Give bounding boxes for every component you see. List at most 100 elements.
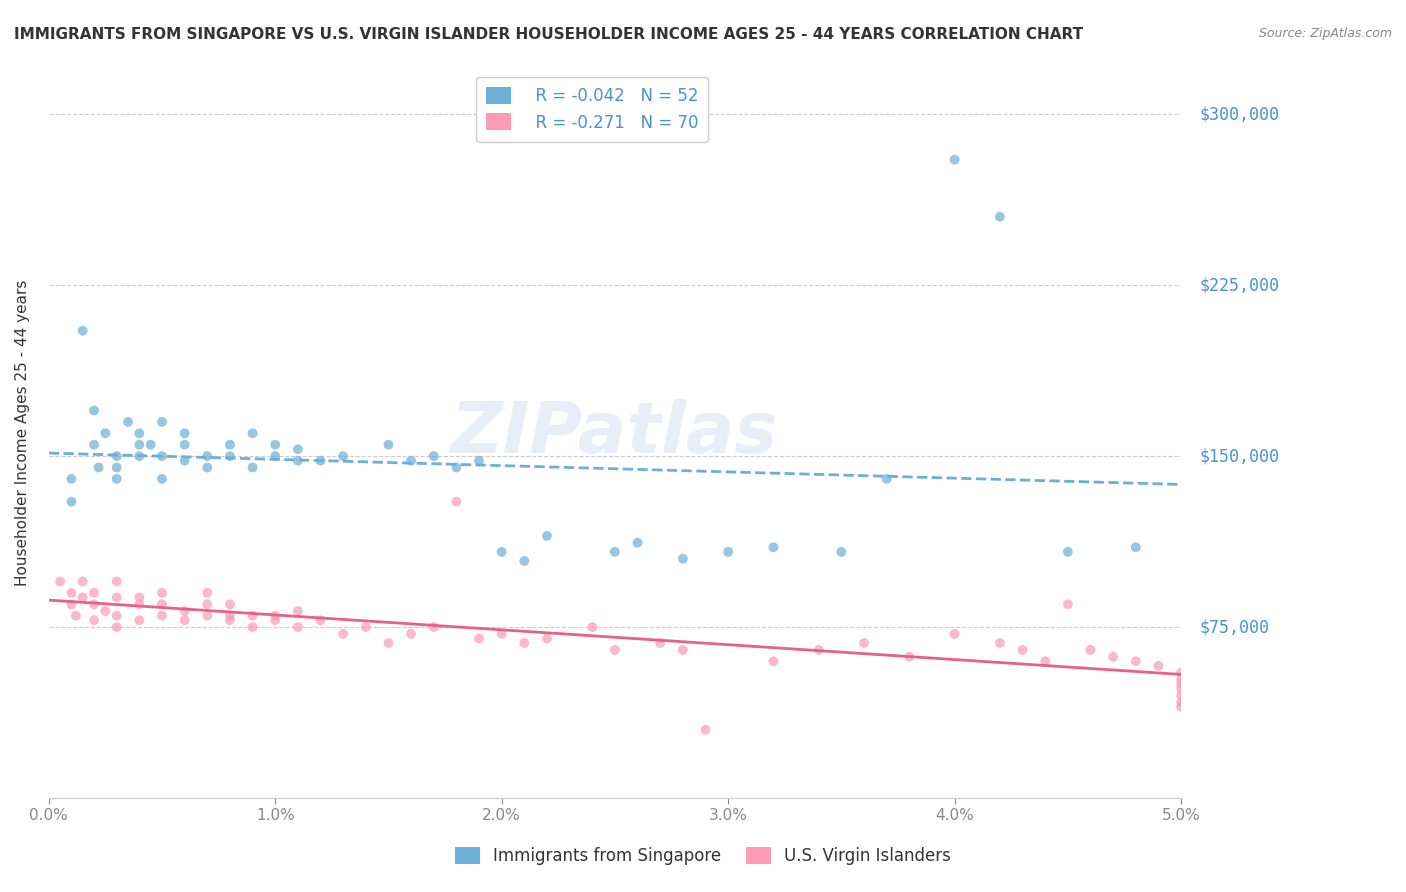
Point: [988, 636, 1011, 650]
Point: [422, 620, 444, 634]
Point: [83, 586, 105, 600]
Point: [105, 472, 128, 486]
Point: [876, 472, 898, 486]
Point: [513, 636, 536, 650]
Point: [988, 210, 1011, 224]
Point: [173, 426, 195, 441]
Point: [264, 438, 287, 452]
Point: [264, 608, 287, 623]
Point: [762, 654, 785, 668]
Point: [60, 597, 83, 611]
Legend:   R = -0.042   N = 52,   R = -0.271   N = 70: R = -0.042 N = 52, R = -0.271 N = 70: [477, 77, 709, 142]
Point: [354, 620, 377, 634]
Point: [377, 438, 399, 452]
Point: [264, 613, 287, 627]
Point: [287, 604, 309, 618]
Point: [150, 586, 173, 600]
Point: [603, 545, 626, 559]
Point: [219, 597, 242, 611]
Point: [60, 472, 83, 486]
Point: [898, 649, 921, 664]
Point: [83, 403, 105, 417]
Point: [1170, 673, 1192, 687]
Point: [1125, 654, 1147, 668]
Point: [219, 613, 242, 627]
Point: [672, 551, 695, 566]
Point: [128, 613, 150, 627]
Point: [195, 460, 218, 475]
Point: [150, 597, 173, 611]
Point: [762, 541, 785, 555]
Point: [94, 604, 117, 618]
Point: [536, 529, 558, 543]
Point: [105, 574, 128, 589]
Point: [242, 608, 264, 623]
Point: [536, 632, 558, 646]
Point: [650, 636, 672, 650]
Point: [1056, 597, 1078, 611]
Point: [943, 153, 966, 167]
Point: [83, 613, 105, 627]
Point: [83, 438, 105, 452]
Point: [219, 608, 242, 623]
Point: [72, 324, 94, 338]
Point: [695, 723, 717, 737]
Point: [49, 574, 72, 589]
Point: [468, 632, 491, 646]
Point: [60, 586, 83, 600]
Point: [173, 613, 195, 627]
Point: [128, 438, 150, 452]
Point: [150, 415, 173, 429]
Point: [1033, 654, 1056, 668]
Point: [195, 597, 218, 611]
Text: IMMIGRANTS FROM SINGAPORE VS U.S. VIRGIN ISLANDER HOUSEHOLDER INCOME AGES 25 - 4: IMMIGRANTS FROM SINGAPORE VS U.S. VIRGIN…: [14, 27, 1083, 42]
Point: [242, 426, 264, 441]
Point: [1125, 541, 1147, 555]
Point: [195, 608, 218, 623]
Point: [117, 415, 139, 429]
Point: [332, 627, 354, 641]
Point: [422, 449, 444, 463]
Point: [672, 643, 695, 657]
Point: [830, 545, 852, 559]
Point: [150, 449, 173, 463]
Point: [128, 597, 150, 611]
Point: [1056, 545, 1078, 559]
Point: [242, 620, 264, 634]
Point: [128, 426, 150, 441]
Point: [446, 460, 468, 475]
Point: [377, 636, 399, 650]
Point: [105, 620, 128, 634]
Point: [491, 627, 513, 641]
Text: $75,000: $75,000: [1199, 618, 1270, 636]
Point: [195, 449, 218, 463]
Point: [1011, 643, 1033, 657]
Y-axis label: Householder Income Ages 25 - 44 years: Householder Income Ages 25 - 44 years: [15, 280, 30, 586]
Point: [446, 494, 468, 508]
Point: [717, 545, 740, 559]
Point: [287, 453, 309, 467]
Point: [603, 643, 626, 657]
Point: [72, 591, 94, 605]
Point: [468, 453, 491, 467]
Point: [309, 613, 332, 627]
Point: [287, 442, 309, 457]
Point: [513, 554, 536, 568]
Point: [195, 586, 218, 600]
Text: $300,000: $300,000: [1199, 105, 1279, 123]
Point: [1170, 665, 1192, 680]
Point: [60, 494, 83, 508]
Point: [943, 627, 966, 641]
Point: [1170, 681, 1192, 696]
Point: [332, 449, 354, 463]
Point: [491, 545, 513, 559]
Point: [242, 460, 264, 475]
Point: [1170, 689, 1192, 703]
Point: [399, 453, 422, 467]
Point: [65, 608, 87, 623]
Point: [128, 449, 150, 463]
Point: [173, 604, 195, 618]
Point: [264, 449, 287, 463]
Point: [626, 535, 648, 549]
Point: [853, 636, 876, 650]
